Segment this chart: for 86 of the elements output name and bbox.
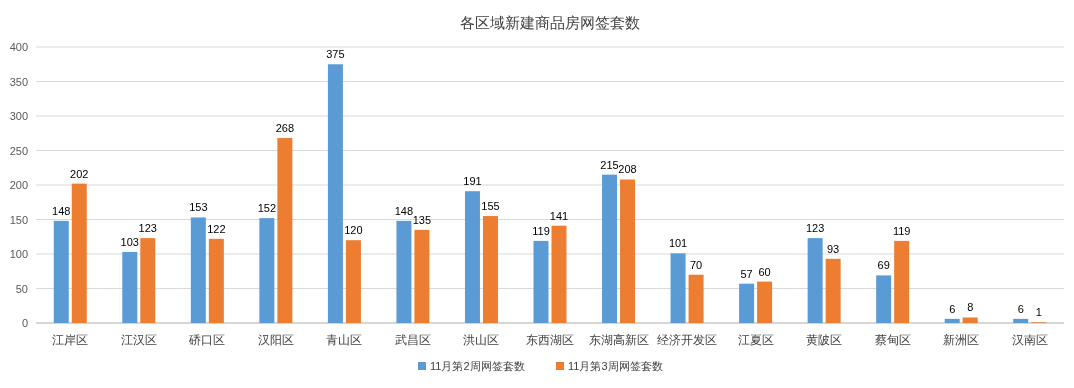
x-tick-label: 东湖高新区 [588, 333, 649, 347]
data-label: 208 [618, 163, 637, 176]
data-label: 1 [1035, 306, 1042, 319]
data-label: 215 [600, 158, 619, 171]
bar [670, 253, 686, 323]
y-tick-label: 250 [9, 144, 28, 157]
x-tick-label: 江岸区 [52, 333, 89, 347]
bar [71, 183, 87, 323]
bar [1013, 318, 1029, 323]
data-label: 119 [532, 224, 550, 237]
bar [962, 317, 978, 323]
y-tick-label: 0 [21, 317, 28, 329]
x-tick-label: 洪山区 [463, 333, 500, 347]
bar [757, 281, 773, 323]
x-tick-label: 蔡甸区 [874, 333, 911, 347]
bar [825, 258, 841, 323]
x-tick-label: 汉阳区 [257, 333, 294, 347]
data-label: 202 [70, 167, 89, 180]
x-tick-label: 东西湖区 [526, 333, 574, 347]
data-label: 135 [412, 213, 432, 226]
bar [140, 238, 156, 323]
y-tick-label: 350 [9, 75, 28, 88]
data-label: 122 [207, 222, 226, 235]
y-tick-label: 300 [9, 110, 28, 122]
data-label: 123 [805, 222, 825, 235]
y-tick-label: 50 [15, 282, 28, 295]
legend-label: 11月第3周网签套数 [568, 360, 663, 372]
bar [688, 274, 704, 323]
x-tick-label: 江汉区 [120, 333, 157, 347]
bar [345, 240, 361, 323]
data-label: 119 [892, 224, 911, 237]
bar [944, 318, 960, 323]
bar [602, 174, 618, 323]
data-label: 69 [877, 259, 890, 272]
data-label: 191 [463, 175, 482, 188]
data-label: 152 [257, 202, 277, 215]
y-tick-label: 400 [9, 41, 28, 53]
data-label: 155 [481, 200, 500, 213]
data-label: 153 [189, 201, 208, 214]
y-tick-label: 200 [9, 179, 28, 191]
x-tick-label: 硚口区 [188, 333, 226, 347]
data-label: 60 [758, 265, 771, 278]
data-label: 123 [138, 222, 157, 235]
bar [122, 251, 138, 323]
bar [551, 225, 567, 323]
bar [396, 220, 412, 323]
data-label: 268 [275, 122, 295, 135]
data-label: 6 [1017, 302, 1024, 315]
legend-label: 11月第2周网签套数 [430, 360, 525, 372]
bar [464, 191, 480, 323]
x-tick-label: 汉南区 [1011, 333, 1048, 347]
data-label: 57 [740, 267, 753, 280]
bar [277, 138, 293, 323]
bar [53, 220, 69, 323]
bar [807, 238, 823, 323]
data-label: 103 [120, 235, 139, 248]
y-tick-label: 100 [9, 248, 28, 260]
x-tick-label: 黄陂区 [806, 333, 843, 347]
bar [414, 229, 430, 323]
bar [739, 283, 755, 323]
data-label: 8 [967, 301, 974, 314]
x-tick-label: 江夏区 [737, 333, 774, 347]
data-label: 120 [344, 224, 363, 237]
chart-title: 各区域新建商品房网签套数 [460, 14, 640, 31]
data-label: 148 [52, 204, 71, 217]
data-label: 6 [949, 302, 956, 315]
data-label: 375 [326, 48, 345, 61]
bar [327, 64, 343, 323]
bar [259, 218, 275, 323]
bar [533, 240, 549, 323]
data-label: 93 [827, 242, 840, 255]
x-tick-label: 青山区 [326, 333, 363, 347]
x-tick-label: 武昌区 [394, 333, 431, 347]
data-label: 101 [668, 237, 688, 250]
data-label: 70 [689, 258, 703, 271]
data-label: 148 [394, 204, 414, 217]
bar [620, 179, 636, 323]
bar [894, 240, 910, 323]
x-tick-label: 经济开发区 [657, 333, 718, 347]
bar [190, 217, 206, 323]
data-label: 141 [549, 209, 569, 222]
bar [482, 216, 498, 323]
y-tick-label: 150 [9, 213, 28, 226]
bar [208, 238, 224, 323]
x-tick-label: 新洲区 [943, 333, 980, 347]
bar [876, 275, 892, 323]
